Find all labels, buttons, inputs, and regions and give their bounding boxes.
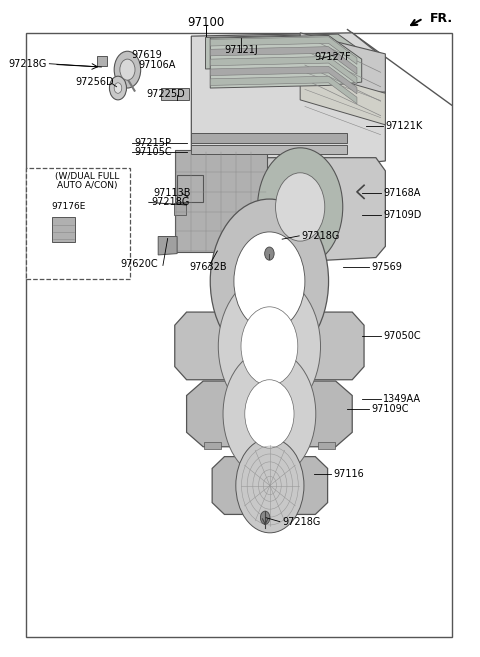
Text: AUTO A/CON): AUTO A/CON) [57, 181, 118, 190]
Text: 97215P: 97215P [134, 138, 171, 148]
Circle shape [241, 307, 298, 386]
Circle shape [109, 76, 127, 100]
Bar [174, 203, 186, 215]
Polygon shape [192, 33, 385, 164]
Circle shape [264, 247, 274, 260]
Text: 97569: 97569 [371, 261, 402, 272]
Polygon shape [210, 76, 357, 104]
Polygon shape [192, 133, 348, 143]
Text: 97218G: 97218G [282, 516, 321, 527]
Text: 97218G: 97218G [9, 58, 47, 69]
Polygon shape [210, 57, 357, 84]
Bar [261, 442, 278, 449]
Text: 97100: 97100 [187, 16, 224, 30]
Text: 97109D: 97109D [383, 210, 421, 221]
Polygon shape [212, 457, 328, 514]
Text: 97106A: 97106A [139, 60, 176, 70]
Polygon shape [300, 69, 385, 125]
Polygon shape [158, 237, 177, 255]
Text: 97632B: 97632B [189, 261, 227, 272]
Circle shape [114, 51, 141, 88]
Bar [52, 217, 75, 242]
Text: 97620C: 97620C [120, 259, 158, 269]
Bar [177, 175, 203, 202]
Text: 97050C: 97050C [383, 331, 420, 342]
Circle shape [120, 59, 135, 80]
Bar [175, 150, 267, 252]
Text: 97127F: 97127F [314, 52, 351, 62]
Bar [160, 88, 189, 100]
Text: FR.: FR. [430, 12, 454, 25]
Text: (W/DUAL FULL: (W/DUAL FULL [55, 171, 120, 181]
Circle shape [114, 83, 122, 93]
Text: 97218G: 97218G [301, 231, 340, 241]
Text: 97218G: 97218G [151, 197, 190, 208]
Text: 97121J: 97121J [224, 45, 258, 55]
Polygon shape [210, 37, 357, 64]
Circle shape [245, 380, 294, 448]
Polygon shape [175, 312, 364, 380]
Bar [204, 442, 221, 449]
Text: 1349AA: 1349AA [383, 394, 421, 404]
Circle shape [223, 350, 316, 478]
Circle shape [258, 148, 343, 266]
Text: 97256D: 97256D [75, 77, 114, 87]
Circle shape [210, 199, 329, 363]
Text: 97121K: 97121K [385, 121, 422, 131]
Text: 97176E: 97176E [51, 202, 85, 212]
Bar [96, 56, 107, 66]
Polygon shape [196, 158, 385, 263]
Bar [26, 168, 130, 279]
Polygon shape [300, 33, 385, 93]
Circle shape [276, 173, 325, 241]
Text: 97109C: 97109C [371, 403, 408, 414]
Text: 97105C: 97105C [134, 147, 172, 158]
Text: 97619: 97619 [131, 50, 162, 60]
Polygon shape [210, 47, 357, 74]
Circle shape [218, 275, 321, 417]
Polygon shape [210, 35, 362, 88]
Polygon shape [205, 34, 371, 69]
Bar [318, 442, 335, 449]
Text: 97113B: 97113B [154, 188, 191, 198]
Polygon shape [192, 145, 348, 154]
Text: 97225D: 97225D [146, 89, 185, 99]
Text: 97168A: 97168A [383, 188, 420, 198]
Circle shape [261, 511, 270, 524]
Polygon shape [187, 381, 352, 447]
Polygon shape [210, 66, 357, 94]
Circle shape [234, 232, 305, 330]
Bar [26, 33, 452, 637]
Text: 97116: 97116 [333, 469, 364, 480]
Circle shape [236, 438, 304, 533]
